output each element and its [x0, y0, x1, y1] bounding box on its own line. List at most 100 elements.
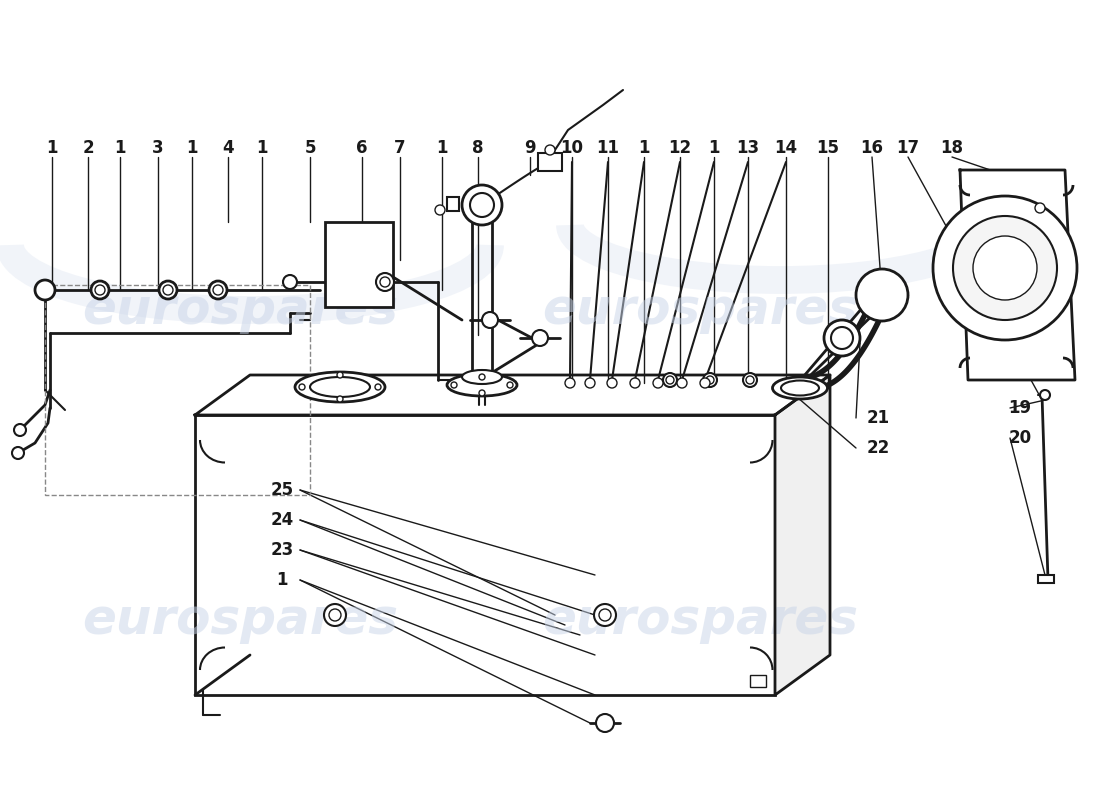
Circle shape — [478, 390, 485, 396]
Text: 1: 1 — [256, 139, 267, 157]
Circle shape — [953, 216, 1057, 320]
Text: 24: 24 — [271, 511, 294, 529]
Circle shape — [830, 327, 852, 349]
Text: eurospares: eurospares — [542, 596, 858, 644]
Circle shape — [324, 604, 346, 626]
Circle shape — [856, 269, 908, 321]
Text: 1: 1 — [638, 139, 650, 157]
Circle shape — [663, 373, 676, 387]
Circle shape — [91, 281, 109, 299]
Bar — [750, 675, 766, 687]
Ellipse shape — [781, 381, 820, 395]
Text: 19: 19 — [1009, 399, 1032, 417]
Text: 4: 4 — [222, 139, 234, 157]
Circle shape — [742, 373, 757, 387]
Circle shape — [462, 185, 502, 225]
Circle shape — [470, 193, 494, 217]
Ellipse shape — [462, 370, 502, 384]
Ellipse shape — [772, 377, 827, 399]
Text: 22: 22 — [867, 439, 890, 457]
Circle shape — [594, 604, 616, 626]
Text: 17: 17 — [896, 139, 920, 157]
Circle shape — [676, 378, 688, 388]
Circle shape — [933, 196, 1077, 340]
Text: 11: 11 — [596, 139, 619, 157]
Circle shape — [532, 330, 548, 346]
Circle shape — [974, 236, 1037, 300]
Text: 23: 23 — [271, 541, 294, 559]
Circle shape — [706, 376, 714, 384]
Ellipse shape — [447, 374, 517, 396]
Ellipse shape — [310, 377, 370, 397]
Bar — [447, 197, 459, 211]
Circle shape — [630, 378, 640, 388]
Circle shape — [329, 609, 341, 621]
Circle shape — [478, 374, 485, 380]
Text: 8: 8 — [472, 139, 484, 157]
Circle shape — [163, 285, 173, 295]
Circle shape — [434, 205, 446, 215]
Text: 25: 25 — [271, 481, 294, 499]
Text: 1: 1 — [186, 139, 198, 157]
Circle shape — [596, 714, 614, 732]
Text: 15: 15 — [816, 139, 839, 157]
Text: 1: 1 — [114, 139, 125, 157]
Text: 3: 3 — [152, 139, 164, 157]
Circle shape — [507, 382, 513, 388]
Polygon shape — [195, 375, 830, 415]
Text: 16: 16 — [860, 139, 883, 157]
Circle shape — [544, 145, 556, 155]
Bar — [538, 153, 562, 171]
Text: 10: 10 — [561, 139, 583, 157]
Text: 7: 7 — [394, 139, 406, 157]
Text: 5: 5 — [305, 139, 316, 157]
Bar — [45, 285, 310, 495]
Bar — [195, 415, 776, 695]
Circle shape — [14, 424, 26, 436]
Circle shape — [337, 372, 343, 378]
Text: 2: 2 — [82, 139, 94, 157]
Circle shape — [95, 285, 104, 295]
Circle shape — [160, 281, 177, 299]
Circle shape — [607, 378, 617, 388]
Text: 1: 1 — [276, 571, 288, 589]
Circle shape — [451, 382, 456, 388]
Text: 14: 14 — [774, 139, 798, 157]
Circle shape — [283, 275, 297, 289]
Polygon shape — [776, 375, 830, 695]
Circle shape — [703, 373, 717, 387]
Circle shape — [600, 609, 610, 621]
Text: 9: 9 — [525, 139, 536, 157]
Circle shape — [12, 447, 24, 459]
Circle shape — [482, 312, 498, 328]
Circle shape — [379, 277, 390, 287]
Text: 13: 13 — [736, 139, 760, 157]
Text: 1: 1 — [437, 139, 448, 157]
Circle shape — [746, 376, 754, 384]
Circle shape — [337, 396, 343, 402]
Bar — [324, 222, 393, 307]
Circle shape — [1035, 203, 1045, 213]
Text: 21: 21 — [867, 409, 890, 427]
Circle shape — [209, 281, 227, 299]
Circle shape — [299, 384, 305, 390]
Ellipse shape — [295, 372, 385, 402]
Circle shape — [700, 378, 710, 388]
Text: 6: 6 — [356, 139, 367, 157]
Bar — [1038, 575, 1054, 583]
Circle shape — [666, 376, 674, 384]
Circle shape — [585, 378, 595, 388]
Circle shape — [565, 378, 575, 388]
Circle shape — [1040, 390, 1050, 400]
Text: 18: 18 — [940, 139, 964, 157]
Text: eurospares: eurospares — [82, 596, 398, 644]
Text: 20: 20 — [1009, 429, 1032, 447]
Circle shape — [824, 320, 860, 356]
Polygon shape — [960, 170, 1075, 380]
Circle shape — [375, 384, 381, 390]
Text: eurospares: eurospares — [542, 286, 858, 334]
Circle shape — [35, 280, 55, 300]
Text: eurospares: eurospares — [82, 286, 398, 334]
Text: 1: 1 — [708, 139, 719, 157]
Circle shape — [376, 273, 394, 291]
